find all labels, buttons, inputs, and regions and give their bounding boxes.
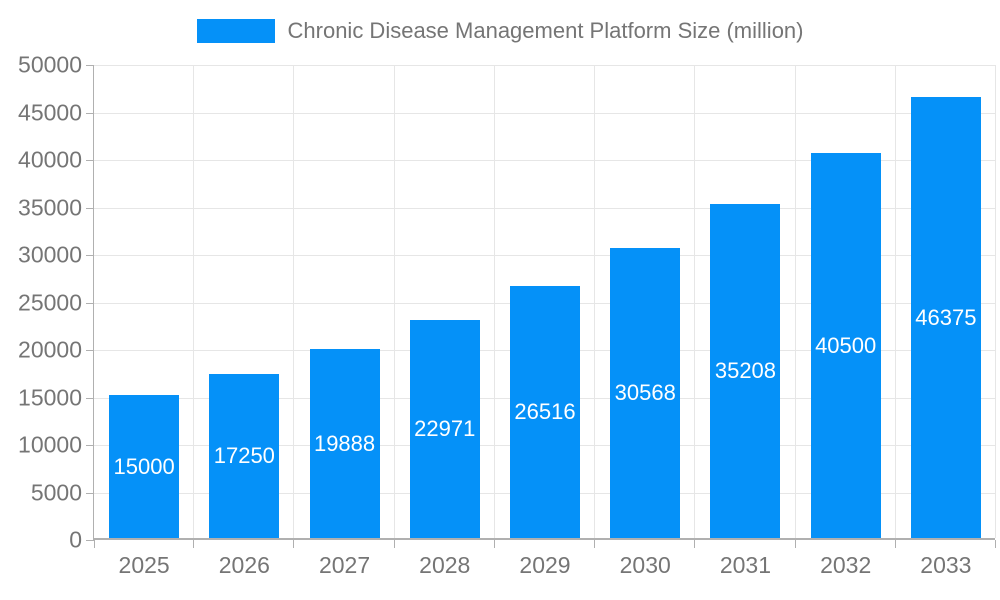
y-gridline <box>94 160 995 161</box>
y-axis-tick <box>86 160 94 161</box>
y-axis-tick <box>86 255 94 256</box>
bar-value-label: 26516 <box>514 399 576 424</box>
x-gridline <box>193 65 195 538</box>
x-gridline <box>995 65 996 538</box>
bar-2028[interactable]: 22971 <box>409 320 480 538</box>
y-axis-label: 0 <box>69 526 82 553</box>
y-gridline <box>94 207 995 209</box>
y-axis-label: 5000 <box>30 479 82 505</box>
y-axis-tick <box>86 65 94 66</box>
bar-2033[interactable]: 46375 <box>910 97 981 538</box>
y-axis-label: 20000 <box>18 336 82 363</box>
bar-2032[interactable]: 40500 <box>810 153 881 538</box>
y-axis-tick <box>86 350 94 351</box>
y-axis-label: 10000 <box>18 431 82 458</box>
legend-label: Chronic Disease Management Platform Size… <box>287 18 804 43</box>
x-axis-label: 2032 <box>820 552 872 578</box>
bar-2026[interactable]: 17250 <box>209 374 280 538</box>
y-axis-label: 50000 <box>18 51 82 78</box>
x-axis-tick <box>594 540 596 548</box>
x-axis-tick <box>393 540 395 548</box>
y-axis-tick <box>86 302 94 304</box>
y-gridline <box>94 255 995 256</box>
y-axis-label: 45000 <box>18 99 82 125</box>
bar-value-label: 22971 <box>414 416 476 441</box>
y-axis-tick <box>86 112 94 114</box>
y-axis-label: 30000 <box>18 241 82 268</box>
bar-2030[interactable]: 30568 <box>610 248 681 538</box>
y-axis-label: 25000 <box>18 289 82 315</box>
x-gridline <box>293 65 295 538</box>
bar-value-label: 15000 <box>113 453 175 479</box>
y-axis-label: 15000 <box>18 384 82 410</box>
x-gridline <box>694 65 696 538</box>
x-gridline <box>493 65 495 538</box>
y-axis-tick <box>86 397 94 399</box>
y-axis-tick <box>86 207 94 209</box>
legend-swatch-icon <box>196 19 275 43</box>
bar-2031[interactable]: 35208 <box>710 204 781 538</box>
bar-2029[interactable]: 26516 <box>510 286 580 538</box>
x-axis-label: 2031 <box>719 552 772 578</box>
x-axis-label: 2029 <box>519 552 571 578</box>
y-axis-tick <box>86 540 94 541</box>
x-axis-label: 2028 <box>419 552 471 578</box>
x-axis-tick <box>794 540 796 548</box>
x-axis-tick <box>193 540 195 548</box>
y-axis-label: 40000 <box>18 146 82 173</box>
chart-legend[interactable]: Chronic Disease Management Platform Size… <box>0 18 1000 44</box>
x-axis-tick <box>293 540 295 548</box>
y-axis-tick <box>86 445 94 446</box>
bar-value-label: 35208 <box>714 358 777 383</box>
x-axis-label: 2025 <box>118 552 170 578</box>
x-axis-tick <box>94 540 95 548</box>
x-axis-tick <box>493 540 495 548</box>
plot-area: 0 5000 10000 15000 20000 25000 30000 35000 40000… <box>18 52 996 578</box>
x-axis-label: 2033 <box>920 552 972 578</box>
x-gridline <box>894 65 896 538</box>
y-gridline <box>94 112 995 114</box>
x-axis-label: 2026 <box>218 552 270 578</box>
bar-value-label: 30568 <box>614 380 676 405</box>
x-axis-tick <box>894 540 896 548</box>
y-axis-tick <box>86 492 94 494</box>
x-axis-tick <box>995 540 996 548</box>
bar-value-label: 40500 <box>815 332 877 358</box>
bar-value-label: 19888 <box>313 430 376 456</box>
x-gridline <box>594 65 596 538</box>
bar-value-label: 46375 <box>915 304 977 330</box>
y-axis-label: 35000 <box>18 194 82 220</box>
x-axis-label: 2030 <box>619 552 671 578</box>
bar-value-label: 17250 <box>213 443 275 468</box>
y-gridline <box>94 65 995 66</box>
bar-2025[interactable]: 15000 <box>109 395 180 538</box>
x-axis-tick <box>694 540 696 548</box>
x-gridline <box>794 65 796 538</box>
bar-2027[interactable]: 19888 <box>309 349 380 538</box>
x-gridline <box>393 65 395 538</box>
x-axis-label: 2027 <box>318 552 371 578</box>
